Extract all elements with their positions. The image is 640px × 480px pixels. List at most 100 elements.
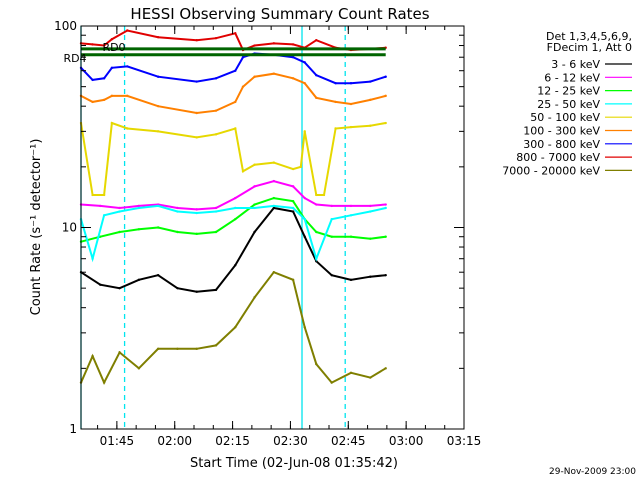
data-point: [303, 61, 306, 64]
data-point: [253, 44, 256, 47]
data-point: [315, 362, 318, 366]
data-point: [315, 230, 318, 234]
data-point: [137, 206, 141, 210]
data-point: [384, 75, 387, 78]
data-point: [253, 230, 256, 234]
data-point: [299, 165, 303, 169]
data-point: [334, 82, 337, 85]
data-point: [156, 75, 160, 78]
data-point: [91, 257, 94, 260]
data-point: [234, 263, 237, 267]
data-point: [118, 230, 121, 234]
data-point: [369, 80, 372, 83]
data-point: [91, 193, 94, 197]
data-point: [214, 288, 218, 292]
data-point: [272, 72, 276, 75]
data-point: [253, 206, 256, 210]
data-point: [137, 367, 141, 370]
data-point: [118, 286, 121, 290]
x-tick-label: 02:00: [157, 434, 192, 448]
legend-header-2: FDecim 1, Att 0: [547, 41, 632, 54]
data-point: [176, 286, 179, 290]
data-point: [126, 127, 129, 130]
data-point: [272, 161, 276, 164]
data-point: [253, 296, 256, 299]
data-point: [214, 109, 218, 112]
chart-title: HESSI Observing Summary Count Rates: [130, 5, 429, 23]
series-group: [79, 29, 387, 385]
data-point: [253, 185, 256, 188]
data-point: [176, 210, 179, 213]
data-point: [291, 210, 295, 213]
data-point: [303, 217, 306, 221]
data-point: [195, 290, 198, 293]
x-tick-label: 02:45: [331, 434, 366, 448]
data-point: [291, 206, 295, 210]
y-tick-label: 100: [54, 19, 77, 33]
data-point: [349, 278, 353, 282]
data-point: [214, 230, 218, 234]
data-point: [118, 206, 121, 210]
data-point: [369, 376, 372, 379]
data-point: [291, 185, 295, 188]
data-point: [330, 381, 333, 384]
data-point: [102, 381, 106, 384]
data-point: [330, 204, 333, 208]
data-point: [349, 82, 353, 85]
data-point: [384, 203, 387, 206]
data-point: [253, 75, 256, 78]
data-point: [176, 230, 179, 234]
data-point: [214, 36, 218, 40]
x-tick-label: 01:45: [100, 434, 135, 448]
series-line-6-12-kev: [80, 180, 386, 211]
data-point: [272, 206, 276, 210]
data-point: [349, 214, 353, 217]
data-point: [272, 196, 276, 200]
data-point: [110, 121, 114, 125]
data-point: [102, 77, 106, 80]
data-point: [384, 206, 387, 210]
data-point: [291, 56, 295, 59]
y-axis-label: Count Rate (s⁻¹ detector⁻¹): [29, 139, 44, 316]
data-point: [369, 210, 372, 213]
data-point: [234, 326, 237, 329]
footer-timestamp: 29-Nov-2009 23:00: [549, 467, 636, 477]
data-point: [303, 82, 306, 85]
data-point: [195, 136, 198, 139]
x-tick-label: 03:00: [389, 434, 424, 448]
data-point: [315, 203, 318, 206]
data-point: [303, 235, 306, 238]
data-point: [330, 217, 333, 221]
data-point: [99, 283, 102, 286]
data-point: [253, 163, 256, 166]
legend-entry-label: 800 - 7000 keV: [516, 151, 600, 164]
axes-ticks: 01:45 02:00 02:15 02:30 02:45 03:00 03:15 1 10 10…: [54, 19, 481, 448]
data-point: [272, 271, 276, 274]
legend-entry-label: 100 - 300 keV: [523, 125, 600, 138]
data-point: [99, 235, 102, 238]
data-point: [384, 94, 387, 98]
data-point: [214, 77, 218, 80]
data-point: [291, 167, 295, 171]
data-point: [349, 235, 353, 238]
legend-entry-label: 25 - 50 keV: [537, 98, 600, 111]
data-point: [110, 37, 114, 41]
data-point: [214, 206, 218, 210]
legend-entry-label: 12 - 25 keV: [537, 85, 600, 98]
data-point: [315, 73, 318, 77]
data-point: [214, 133, 218, 136]
x-axis-label: Start Time (02-Jun-08 01:35:42): [190, 456, 398, 471]
data-point: [349, 204, 353, 208]
data-point: [303, 326, 306, 329]
data-point: [291, 278, 295, 282]
data-point: [334, 127, 337, 130]
rd4-annotation: RD4: [63, 52, 86, 65]
data-point: [369, 275, 372, 278]
data-point: [272, 42, 276, 45]
legend-entry-label: 6 - 12 keV: [544, 71, 600, 84]
data-point: [241, 170, 245, 173]
data-point: [156, 104, 160, 108]
data-point: [195, 80, 198, 83]
